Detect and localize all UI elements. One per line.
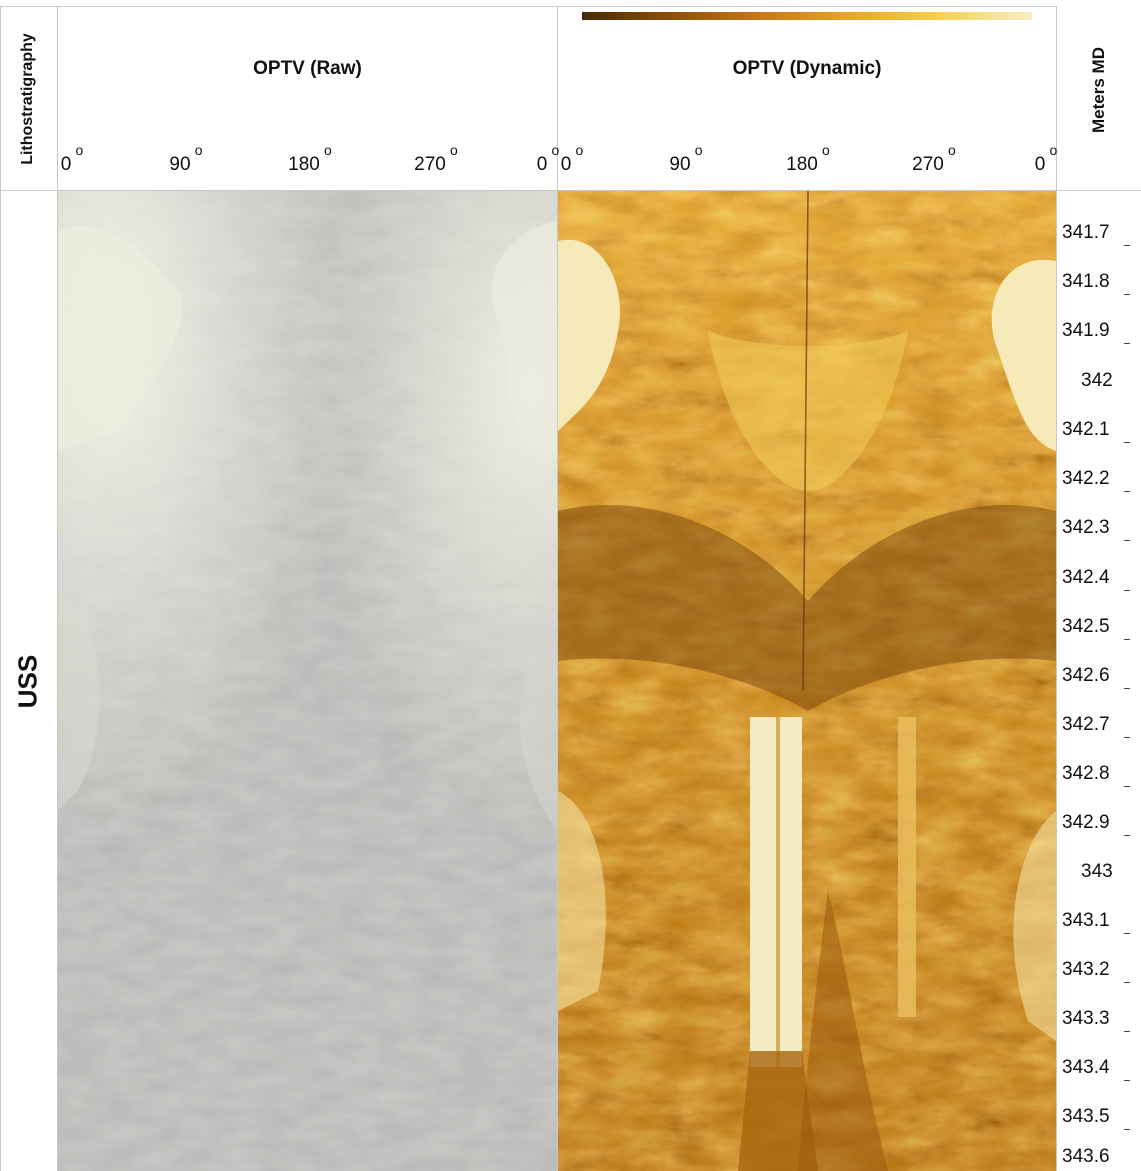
dynamic-depth-divider [1056,6,1057,1171]
lithostratigraphy-header: Lithostratigraphy [19,33,36,165]
depth-label: 342.4 [1062,567,1110,588]
depth-label: 342.5 [1062,616,1110,637]
litho-raw-divider [57,6,58,1171]
depth-tick [1124,245,1130,246]
depth-tick [1124,491,1130,492]
depth-tick [1124,540,1130,541]
depth-tick [1124,737,1130,738]
depth-label: 343.2 [1062,959,1110,980]
depth-label: 342 [1081,370,1113,391]
depth-label: 343.6 [1062,1146,1110,1167]
depth-label: 341.8 [1062,271,1110,292]
frame-left-border [0,6,1,1171]
depth-label: 342.7 [1062,714,1110,735]
raw-tick-180: 180 o [288,142,332,175]
depth-label: 341.7 [1062,222,1110,243]
depth-tick [1124,835,1130,836]
depth-label: 342.3 [1062,517,1110,538]
colorbar [582,12,1032,20]
depth-tick [1124,343,1130,344]
frame-top-border [0,6,1056,7]
depth-label: 342.8 [1062,763,1110,784]
raw-track-title: OPTV (Raw) [253,58,362,79]
lithostratigraphy-unit-label: USS [12,654,43,709]
depth-tick [1124,1129,1130,1130]
depth-label: 342.1 [1062,419,1110,440]
depth-label: 341.9 [1062,320,1110,341]
dynamic-tick-180: 180 o [786,142,830,175]
depth-tick [1124,688,1130,689]
depth-tick [1124,786,1130,787]
depth-tick [1124,982,1130,983]
optv-raw-image [58,191,557,1171]
raw-tick-270: 270 o [414,142,458,175]
depth-header: Meters MD [1089,47,1108,133]
depth-tick [1124,294,1130,295]
dynamic-tick-90: 90 o [669,142,703,175]
depth-label: 343.3 [1062,1008,1110,1029]
depth-tick [1124,1080,1130,1081]
dynamic-track-title: OPTV (Dynamic) [732,58,882,79]
depth-tick [1124,1031,1130,1032]
raw-dynamic-divider [557,6,558,1171]
depth-label: 342.9 [1062,812,1110,833]
depth-label: 343.1 [1062,910,1110,931]
depth-tick [1124,442,1130,443]
header-bottom-border [0,190,1141,191]
depth-tick [1124,639,1130,640]
depth-label: 342.2 [1062,468,1110,489]
depth-tick [1124,933,1130,934]
raw-tick-90: 90 o [169,142,203,175]
depth-label: 343.5 [1062,1106,1110,1127]
depth-label: 342.6 [1062,665,1110,686]
optv-dynamic-image [558,191,1056,1171]
depth-label: 343.4 [1062,1057,1110,1078]
depth-label: 343 [1081,861,1113,882]
depth-tick [1124,590,1130,591]
dynamic-tick-270: 270 o [912,142,956,175]
